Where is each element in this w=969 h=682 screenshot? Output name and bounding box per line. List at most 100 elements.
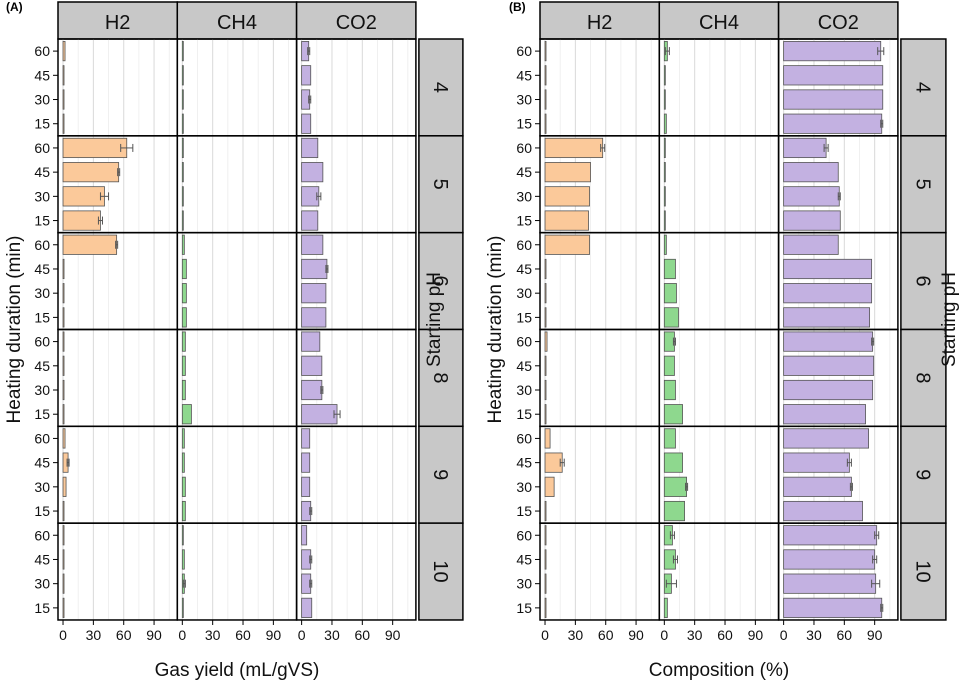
panel-label: (B) xyxy=(509,0,526,14)
bar-h2 xyxy=(544,210,589,231)
bar-h2 xyxy=(62,65,65,86)
bar-ch4 xyxy=(181,379,186,401)
facet-panel-border xyxy=(176,425,298,524)
bar-h2 xyxy=(544,500,547,522)
bar-h2 xyxy=(544,258,547,280)
bar-h2 xyxy=(544,573,547,594)
y-axis-title: Heating duration (min) xyxy=(485,235,506,423)
strip-ph-label: 4 xyxy=(911,82,933,93)
bar-h2 xyxy=(62,428,66,449)
x-tick-label: 90 xyxy=(628,627,644,643)
bar-ch4 xyxy=(181,210,184,231)
bar-ch4 xyxy=(181,549,185,570)
bar-h2 xyxy=(62,331,65,352)
bar-co2 xyxy=(783,137,827,159)
bar-ch4 xyxy=(663,186,666,207)
y-tick-label: 45 xyxy=(516,261,532,277)
strip-ph-4 xyxy=(418,38,464,137)
bar-h2 xyxy=(62,41,66,62)
bar-h2 xyxy=(62,476,67,497)
bar-co2 xyxy=(783,452,850,473)
bar-ch4 xyxy=(663,258,676,280)
bar-co2 xyxy=(783,525,878,546)
x-tick-label: 60 xyxy=(837,627,853,643)
bar-co2 xyxy=(301,65,312,86)
strip-ph-label: 6 xyxy=(429,276,451,287)
bar-h2 xyxy=(544,525,547,546)
bar-co2 xyxy=(301,355,323,376)
bar-co2 xyxy=(301,379,323,401)
bar-h2 xyxy=(62,113,65,134)
bar-h2 xyxy=(544,186,590,207)
bar-ch4 xyxy=(663,476,687,497)
strip-ch4 xyxy=(176,1,298,40)
y-tick-label: 30 xyxy=(516,92,532,108)
y-tick-label: 15 xyxy=(34,309,50,325)
x-tick-label: 30 xyxy=(205,627,221,643)
bar-co2 xyxy=(301,258,328,280)
bar-ch4 xyxy=(663,404,683,425)
facet-panel-border xyxy=(658,522,780,621)
x-tick-label: 60 xyxy=(116,627,132,643)
y-tick-label: 45 xyxy=(516,455,532,471)
bar-h2 xyxy=(544,113,547,134)
bar-co2 xyxy=(783,283,873,304)
y-tick-label: 45 xyxy=(34,261,50,277)
strip-ph-6 xyxy=(418,231,464,331)
strip-label: H2 xyxy=(105,12,131,34)
bar-ch4 xyxy=(181,476,186,497)
strip-co2 xyxy=(777,1,899,40)
panel-label: (A) xyxy=(6,0,23,14)
strip-ph-label: 8 xyxy=(911,372,933,383)
strip-label: CH4 xyxy=(699,12,739,34)
bar-ch4 xyxy=(663,597,668,618)
y-tick-label: 60 xyxy=(516,237,532,253)
y-tick-label: 15 xyxy=(516,309,532,325)
bar-ch4 xyxy=(181,307,187,328)
strip-ph-9 xyxy=(900,425,947,524)
x-tick-label: 0 xyxy=(541,627,549,643)
y-tick-label: 15 xyxy=(34,503,50,519)
strip-ph-label: 4 xyxy=(429,82,451,93)
bar-co2 xyxy=(783,258,873,280)
bar-h2 xyxy=(544,379,547,401)
x-tick-label: 60 xyxy=(598,627,614,643)
bar-ch4 xyxy=(181,500,186,522)
bar-co2 xyxy=(301,331,321,352)
y-tick-label: 45 xyxy=(516,67,532,83)
strip-ph-6 xyxy=(900,231,947,331)
bar-h2 xyxy=(62,234,118,255)
facet-panel-border xyxy=(539,522,661,621)
bar-ch4 xyxy=(663,379,676,401)
bar-co2 xyxy=(783,162,839,183)
bar-co2 xyxy=(783,113,883,134)
strip-ph-label: 10 xyxy=(911,560,933,582)
x-tick-label: 30 xyxy=(324,627,340,643)
bar-h2 xyxy=(62,283,65,304)
strip-ph-label: 5 xyxy=(429,179,451,190)
bar-h2 xyxy=(62,258,65,280)
bar-co2 xyxy=(783,234,839,255)
bar-ch4 xyxy=(663,89,666,110)
strip-ph-label: 8 xyxy=(429,372,451,383)
y-tick-label: 15 xyxy=(516,116,532,132)
y-tick-label: 60 xyxy=(34,527,50,543)
bar-ch4 xyxy=(181,404,192,425)
x-tick-label: 30 xyxy=(568,627,584,643)
bar-ch4 xyxy=(181,283,187,304)
bar-ch4 xyxy=(181,186,184,207)
y-tick-label: 30 xyxy=(34,576,50,592)
x-axis-title: Composition (%) xyxy=(649,660,789,681)
bar-h2 xyxy=(544,65,547,86)
bar-co2 xyxy=(783,210,841,231)
y-tick-label: 15 xyxy=(516,600,532,616)
bar-co2 xyxy=(301,186,320,207)
bar-co2 xyxy=(301,428,311,449)
bar-ch4 xyxy=(181,331,186,352)
bar-h2 xyxy=(62,355,65,376)
bar-h2 xyxy=(544,476,555,497)
bar-ch4 xyxy=(181,65,184,86)
bar-ch4 xyxy=(181,113,184,134)
bar-ch4 xyxy=(663,307,679,328)
x-tick-label: 90 xyxy=(266,627,282,643)
